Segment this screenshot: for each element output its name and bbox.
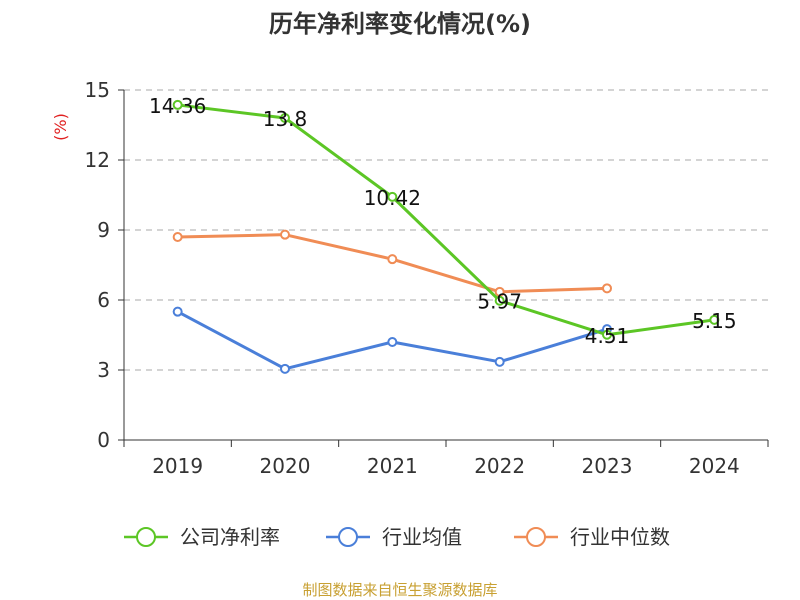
data-point (172, 99, 183, 110)
data-point (602, 329, 612, 340)
data-label: 10.42 (364, 186, 421, 210)
source-note: 制图数据来自恒生聚源数据库 (302, 581, 497, 599)
data-point (602, 283, 612, 294)
data-point (387, 191, 398, 202)
y-tick-label: 12 (85, 148, 110, 172)
y-axis-label: (%) (51, 113, 70, 141)
data-point (709, 314, 720, 325)
y-tick-label: 6 (97, 288, 110, 312)
data-labels: 14.36 13.8 10.42 5.97 4.51 5.15 (149, 94, 737, 348)
data-point (280, 229, 290, 240)
x-tick-label: 2019 (152, 454, 203, 478)
data-point (172, 306, 183, 317)
data-label: 14.36 (149, 94, 206, 118)
legend-marker (526, 527, 546, 547)
legend-label: 公司净利率 (180, 525, 280, 549)
y-tick-label: 0 (97, 428, 110, 452)
data-point (387, 254, 398, 265)
legend-marker (136, 527, 156, 547)
legend-label: 行业中位数 (570, 525, 670, 549)
data-point (280, 113, 290, 123)
series-lines (172, 99, 720, 374)
data-label: 4.51 (585, 324, 630, 348)
x-tick-label: 2020 (260, 454, 311, 478)
data-label: 5.15 (692, 309, 737, 333)
data-point (494, 295, 505, 306)
data-point (172, 232, 183, 242)
data-point (280, 363, 290, 374)
data-point (387, 337, 398, 347)
data-label: 13.8 (263, 107, 308, 131)
x-tick-label: 2022 (474, 454, 525, 478)
x-tick-label: 2023 (582, 454, 633, 478)
y-tick-label: 9 (97, 218, 110, 242)
axes: 0 3 6 9 12 15 2019 2020 2021 2022 2023 2024 (85, 78, 769, 478)
y-tick-label: 3 (97, 358, 110, 382)
x-tick-label: 2021 (367, 454, 418, 478)
data-point (494, 356, 505, 367)
data-label: 5.97 (477, 290, 522, 314)
x-tick-label: 2024 (689, 454, 740, 478)
chart-title: 历年净利率变化情况(%) (269, 10, 531, 38)
gridlines (124, 89, 768, 371)
legend-marker (338, 527, 358, 547)
legend-label: 行业均值 (382, 525, 462, 549)
y-tick-label: 15 (85, 78, 110, 102)
legend: 公司净利率 行业均值 行业中位数 (124, 525, 670, 549)
series-line (177, 103, 715, 337)
